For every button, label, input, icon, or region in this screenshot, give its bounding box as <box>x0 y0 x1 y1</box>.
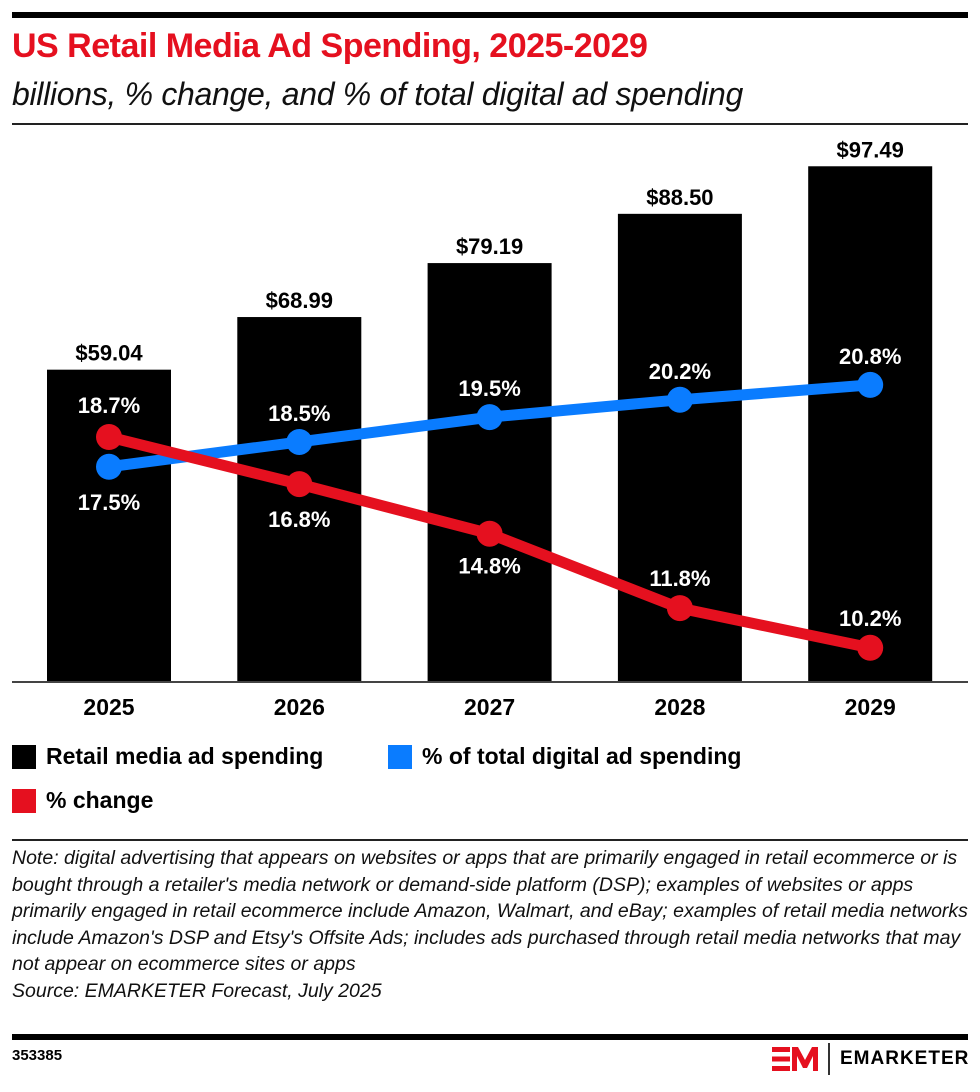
bar-value-label: $79.19 <box>456 234 523 259</box>
em-logo-icon <box>772 1047 818 1071</box>
share-point <box>96 453 122 480</box>
change-data-label: 16.8% <box>268 507 330 532</box>
legend-item-change: % change <box>12 787 153 814</box>
bottom-rule <box>12 1034 968 1040</box>
top-rule <box>12 12 968 18</box>
chart-title: US Retail Media Ad Spending, 2025-2029 <box>12 27 648 65</box>
bar-2025 <box>47 369 171 682</box>
bar-value-label: $59.04 <box>75 341 143 366</box>
x-tick-label: 2027 <box>464 694 515 720</box>
note-text: Note: digital advertising that appears o… <box>12 847 968 975</box>
share-data-label: 20.2% <box>649 359 711 384</box>
footnote: Note: digital advertising that appears o… <box>12 845 972 1004</box>
x-tick-label: 2026 <box>274 694 325 720</box>
legend-label: % change <box>46 787 154 813</box>
x-tick-label: 2025 <box>83 694 134 720</box>
legend-label: % of total digital ad spending <box>422 743 742 769</box>
header-divider <box>12 123 968 125</box>
labels-layer: $59.04 2025 $68.99 2026 $79.19 2027 $88.50 2028… <box>75 137 903 720</box>
footer-divider <box>12 839 968 841</box>
bar-value-label: $97.49 <box>837 137 904 162</box>
bar-value-label: $88.50 <box>646 185 713 210</box>
legend-swatch-black <box>12 744 36 769</box>
chart-id: 353385 <box>12 1047 63 1064</box>
legend-swatch-blue <box>388 744 412 769</box>
legend-swatch-red <box>12 788 36 813</box>
change-data-label: 10.2% <box>839 606 901 631</box>
change-point <box>666 595 693 622</box>
share-data-label: 19.5% <box>458 376 520 401</box>
share-point <box>286 428 313 455</box>
share-point <box>666 386 693 413</box>
change-point <box>476 520 503 547</box>
x-tick-label: 2028 <box>654 694 705 720</box>
brand-logo: EMARKETER <box>772 1043 969 1075</box>
share-data-label: 20.8% <box>839 344 901 369</box>
x-tick-label: 2029 <box>845 694 896 720</box>
share-data-label: 17.5% <box>78 490 140 515</box>
change-data-label: 14.8% <box>458 554 520 579</box>
legend-label: Retail media ad spending <box>46 743 324 769</box>
legend-item-spending: Retail media ad spending <box>12 743 323 770</box>
share-point <box>857 371 884 398</box>
change-point <box>96 424 122 450</box>
lines-layer <box>96 371 884 661</box>
change-data-label: 18.7% <box>78 393 140 418</box>
brand-name: EMARKETER <box>840 1048 970 1069</box>
change-point <box>286 471 313 498</box>
share-point <box>476 404 503 431</box>
bar-2027 <box>427 263 552 682</box>
share-data-label: 18.5% <box>268 401 330 426</box>
brand-divider <box>828 1043 830 1075</box>
bar-value-label: $68.99 <box>266 288 333 313</box>
chart-subtitle: billions, % change, and % of total digit… <box>12 76 743 112</box>
change-point <box>857 634 884 661</box>
legend-item-share: % of total digital ad spending <box>388 743 741 770</box>
change-data-label: 11.8% <box>649 566 710 591</box>
bar-2029 <box>808 166 933 682</box>
chart-area: $59.04 2025 $68.99 2026 $79.19 2027 $88.50 2028… <box>12 137 968 720</box>
source-text: Source: EMARKETER Forecast, July 2025 <box>12 979 382 1002</box>
